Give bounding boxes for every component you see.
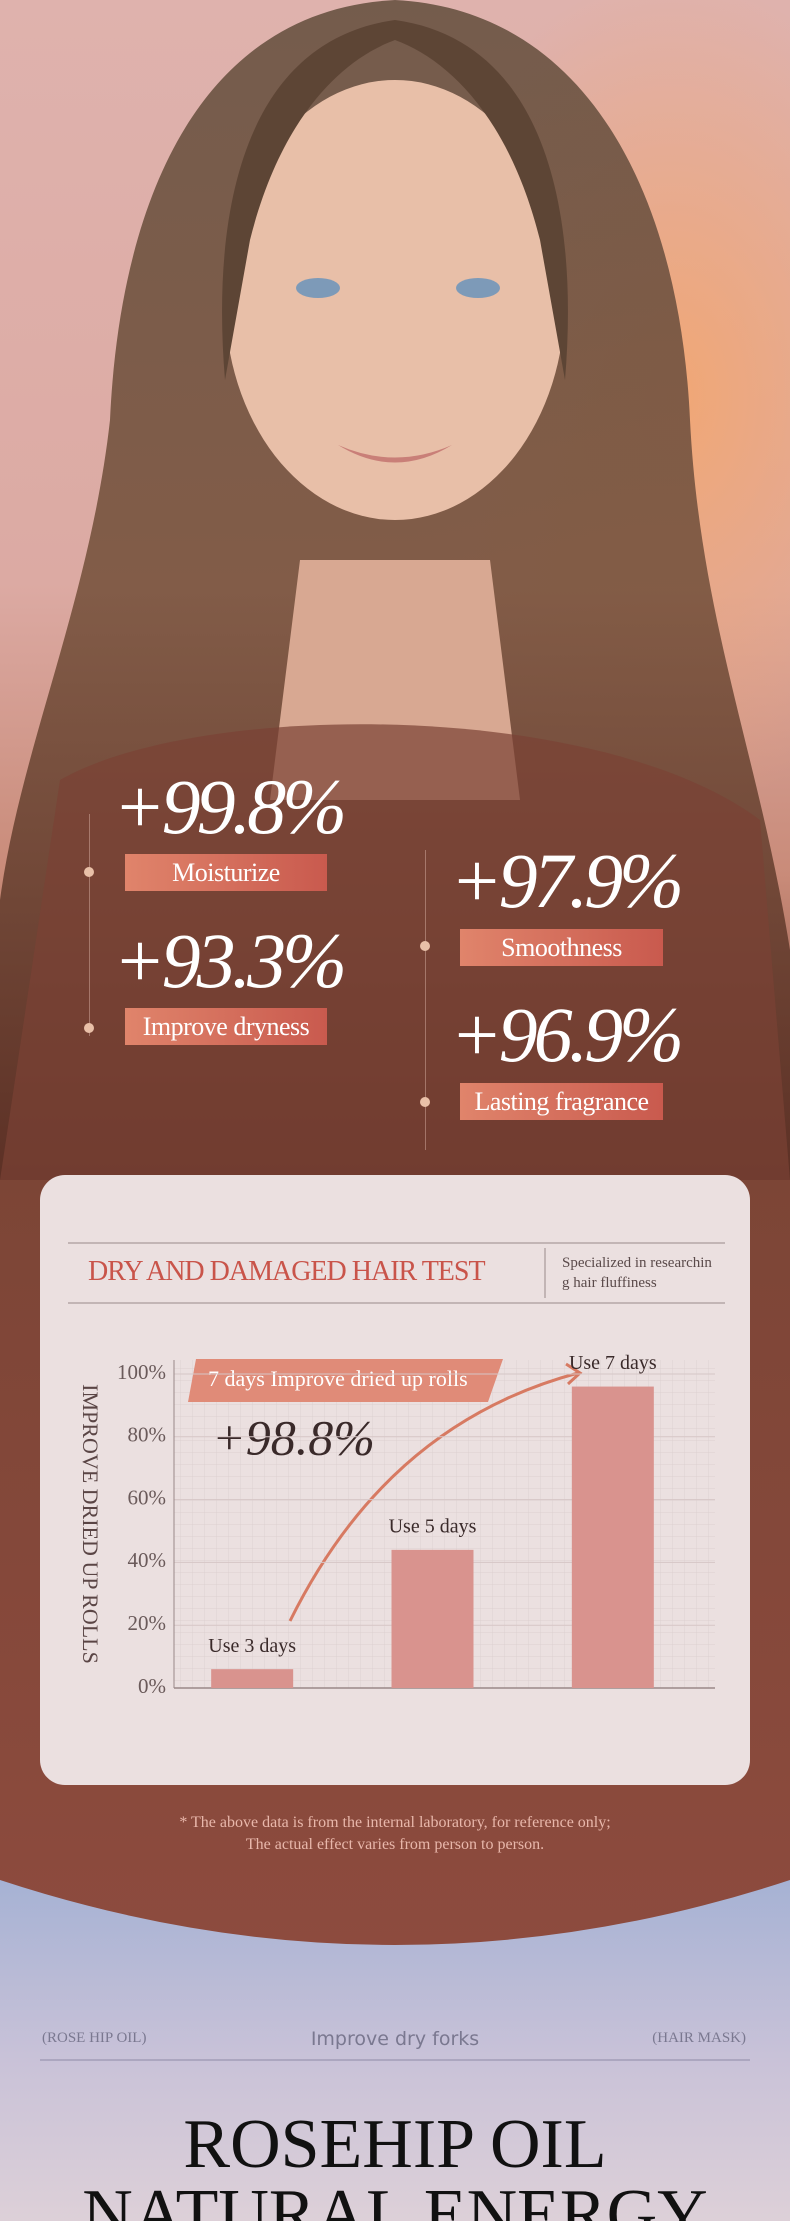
stat-label: Improve dryness <box>125 1008 327 1045</box>
bar <box>391 1549 474 1688</box>
ribbon-center: Improve dry forks <box>310 2028 480 2050</box>
chart-subtitle: Specialized in researching hair fluffine… <box>562 1255 712 1291</box>
highlight: +98.8% <box>212 1409 375 1465</box>
dot <box>420 941 430 951</box>
dot <box>84 1023 94 1033</box>
divider <box>425 850 426 1150</box>
stat-label: Lasting fragrance <box>460 1083 663 1120</box>
dot <box>420 1097 430 1107</box>
headline: ROSEHIP OIL <box>183 2106 607 2183</box>
headline: NATURAL ENERGY <box>82 2176 708 2221</box>
annotation-banner <box>188 1359 503 1402</box>
footnote: The actual effect varies from person to … <box>245 1836 545 1853</box>
arrow-head <box>565 1362 583 1386</box>
bar-label: Use 7 days <box>569 1352 657 1374</box>
chart-title: DRY AND DAMAGED HAIR TEST <box>88 1256 486 1287</box>
bar <box>211 1669 294 1688</box>
divider <box>89 814 90 1036</box>
bar-label: Use 3 days <box>208 1635 296 1657</box>
trend-arrow <box>288 1371 579 1622</box>
y-tick-label: 0% <box>138 1674 166 1698</box>
y-axis-title: IMPROVE DRIED UP ROLLS <box>78 1384 103 1664</box>
ribbon-right: (HAIR MASK) <box>652 2030 746 2046</box>
stat-label: Moisturize <box>125 854 327 891</box>
stat-value: +93.3% <box>113 917 347 1004</box>
stat-value: +99.8% <box>113 763 347 850</box>
annotation: 7 days Improve dried up rolls <box>208 1366 468 1391</box>
footnote: * The above data is from the internal la… <box>179 1814 611 1831</box>
ribbon-left: (ROSE HIP OIL) <box>42 2030 147 2046</box>
stat-value: +97.9% <box>450 837 684 924</box>
dot <box>84 867 94 877</box>
y-tick-label: 60% <box>128 1485 167 1509</box>
y-tick-label: 20% <box>128 1611 167 1635</box>
stat-label: Smoothness <box>460 929 663 966</box>
stat-value: +96.9% <box>450 991 684 1078</box>
y-tick-label: 40% <box>128 1548 167 1572</box>
y-tick-label: 80% <box>128 1423 167 1447</box>
y-tick-label: 100% <box>117 1360 166 1384</box>
bar <box>571 1386 654 1688</box>
bar-label: Use 5 days <box>389 1515 477 1537</box>
